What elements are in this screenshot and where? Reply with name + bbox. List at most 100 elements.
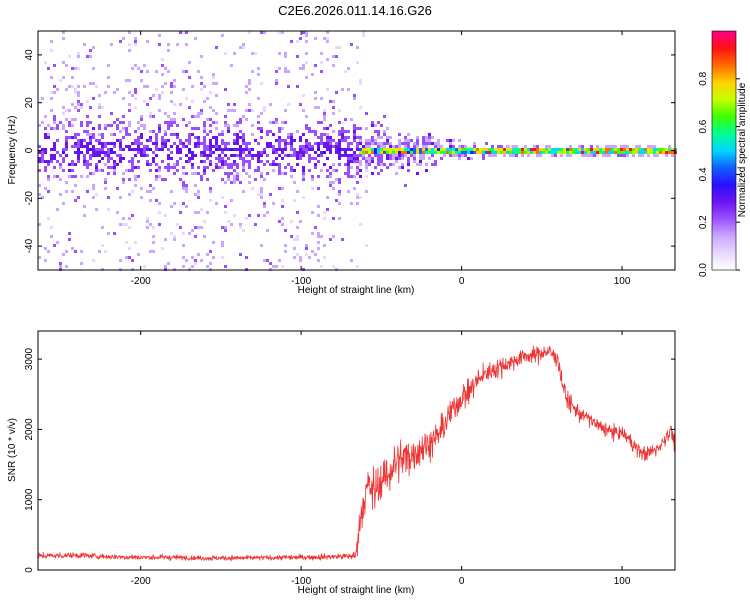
heatmap-cell	[215, 46, 218, 49]
heatmap-cell	[614, 151, 617, 154]
heatmap-cell	[359, 106, 362, 109]
heatmap-cell	[641, 154, 644, 157]
heatmap-cell	[620, 145, 623, 148]
heatmap-cell	[365, 151, 368, 154]
heatmap-cell	[626, 154, 629, 157]
heatmap-cell	[41, 151, 44, 154]
heatmap-cell	[263, 31, 266, 34]
heatmap-cell	[350, 157, 353, 160]
heatmap-cell	[509, 151, 512, 154]
heatmap-cell	[197, 253, 200, 256]
heatmap-cell	[464, 151, 467, 154]
heatmap-cell	[47, 163, 50, 166]
heatmap-cell	[326, 169, 329, 172]
heatmap-cell	[53, 244, 56, 247]
heatmap-cell	[71, 103, 74, 106]
heatmap-cell	[224, 124, 227, 127]
heatmap-cell	[449, 148, 452, 151]
heatmap-cell	[74, 133, 77, 136]
heatmap-cell	[332, 235, 335, 238]
heatmap-cell	[338, 157, 341, 160]
heatmap-cell	[53, 157, 56, 160]
heatmap-cell	[368, 139, 371, 142]
heatmap-cell	[215, 136, 218, 139]
heatmap-cell	[443, 151, 446, 154]
heatmap-cell	[290, 154, 293, 157]
heatmap-cell	[68, 55, 71, 58]
heatmap-cell	[182, 118, 185, 121]
heatmap-cell	[188, 106, 191, 109]
heatmap-cell	[218, 157, 221, 160]
heatmap-cell	[50, 157, 53, 160]
heatmap-cell	[503, 148, 506, 151]
heatmap-cell	[209, 130, 212, 133]
heatmap-cell	[41, 160, 44, 163]
heatmap-cell	[461, 151, 464, 154]
heatmap-cell	[248, 109, 251, 112]
heatmap-cell	[557, 151, 560, 154]
heatmap-cell	[251, 133, 254, 136]
heatmap-cell	[425, 148, 428, 151]
heatmap-cell	[215, 202, 218, 205]
heatmap-cell	[506, 151, 509, 154]
heatmap-cell	[122, 181, 125, 184]
heatmap-cell	[281, 199, 284, 202]
heatmap-cell	[656, 151, 659, 154]
heatmap-cell	[326, 58, 329, 61]
heatmap-cell	[305, 151, 308, 154]
heatmap-cell	[308, 142, 311, 145]
heatmap-cell	[143, 154, 146, 157]
heatmap-cell	[407, 148, 410, 151]
heatmap-cell	[668, 145, 671, 148]
heatmap-cell	[134, 241, 137, 244]
heatmap-cell	[383, 115, 386, 118]
heatmap-cell	[83, 160, 86, 163]
heatmap-cell	[257, 151, 260, 154]
heatmap-cell	[134, 130, 137, 133]
heatmap-cell	[83, 145, 86, 148]
heatmap-cell	[203, 235, 206, 238]
heatmap-cell	[635, 145, 638, 148]
heatmap-cell	[74, 250, 77, 253]
heatmap-cell	[509, 148, 512, 151]
heatmap-cell	[92, 148, 95, 151]
heatmap-cell	[158, 166, 161, 169]
heatmap-cell	[383, 145, 386, 148]
heatmap-cell	[128, 256, 131, 259]
heatmap-cell	[161, 148, 164, 151]
heatmap-cell	[584, 151, 587, 154]
heatmap-cell	[356, 202, 359, 205]
heatmap-cell	[236, 124, 239, 127]
heatmap-cell	[59, 163, 62, 166]
heatmap-cell	[185, 31, 188, 34]
heatmap-cell	[311, 187, 314, 190]
heatmap-cell	[596, 154, 599, 157]
heatmap-cell	[353, 124, 356, 127]
heatmap-cell	[65, 142, 68, 145]
heatmap-cell	[134, 139, 137, 142]
heatmap-cell	[305, 148, 308, 151]
heatmap-cell	[56, 139, 59, 142]
heatmap-cell	[77, 196, 80, 199]
heatmap-cell	[272, 151, 275, 154]
heatmap-cell	[119, 259, 122, 262]
heatmap-cell	[413, 151, 416, 154]
heatmap-cell	[323, 217, 326, 220]
heatmap-cell	[254, 52, 257, 55]
heatmap-cell	[227, 166, 230, 169]
heatmap-cell	[377, 157, 380, 160]
heatmap-cell	[536, 151, 539, 154]
heatmap-cell	[419, 148, 422, 151]
heatmap-cell	[383, 142, 386, 145]
heatmap-cell	[113, 232, 116, 235]
heatmap-cell	[569, 145, 572, 148]
heatmap-cell	[278, 130, 281, 133]
heatmap-cell	[116, 127, 119, 130]
heatmap-cell	[128, 193, 131, 196]
heatmap-cell	[185, 160, 188, 163]
heatmap-cell	[407, 160, 410, 163]
heatmap-cell	[107, 166, 110, 169]
heatmap-cell	[665, 148, 668, 151]
heatmap-cell	[221, 148, 224, 151]
heatmap-cell	[110, 157, 113, 160]
